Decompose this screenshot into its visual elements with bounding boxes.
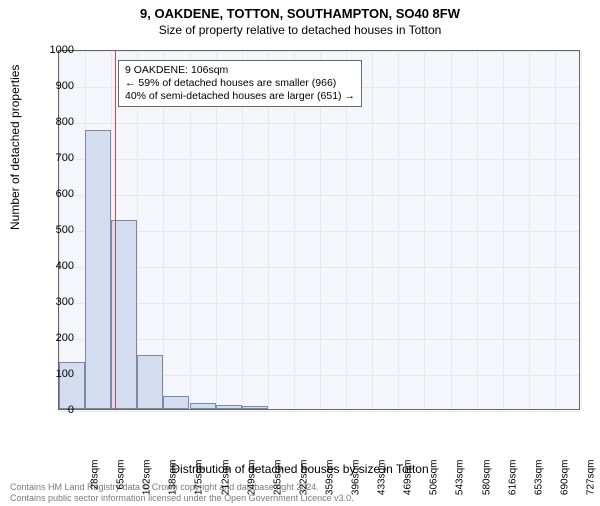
histogram-bar	[137, 355, 163, 409]
y-tick-label: 500	[34, 224, 74, 236]
x-tick-label: 543sqm	[455, 460, 466, 500]
x-tick-label: 285sqm	[272, 460, 283, 500]
chart-container: 9, OAKDENE, TOTTON, SOUTHAMPTON, SO40 8F…	[0, 6, 600, 506]
y-tick-label: 100	[34, 368, 74, 380]
x-tick-label: 653sqm	[533, 460, 544, 500]
chart-subtitle: Size of property relative to detached ho…	[0, 23, 600, 37]
reference-line	[115, 51, 116, 409]
y-tick-label: 700	[34, 152, 74, 164]
x-tick-label: 396sqm	[351, 460, 362, 500]
annotation-line-3: 40% of semi-detached houses are larger (…	[125, 90, 355, 103]
gridline-v	[529, 51, 530, 409]
x-tick-label: 322sqm	[298, 460, 309, 500]
x-tick-label: 433sqm	[377, 460, 388, 500]
x-tick-label: 580sqm	[481, 460, 492, 500]
x-tick-label: 102sqm	[142, 460, 153, 500]
y-tick-label: 0	[34, 404, 74, 416]
gridline-v	[555, 51, 556, 409]
y-tick-label: 200	[34, 332, 74, 344]
annotation-box: 9 OAKDENE: 106sqm ← 59% of detached hous…	[118, 60, 362, 107]
gridline-v	[477, 51, 478, 409]
y-tick-label: 800	[34, 116, 74, 128]
gridline-v	[372, 51, 373, 409]
x-tick-label: 690sqm	[559, 460, 570, 500]
y-axis-label: Number of detached properties	[8, 65, 22, 230]
annotation-line-1: 9 OAKDENE: 106sqm	[125, 64, 355, 77]
gridline-v	[581, 51, 582, 409]
x-tick-label: 65sqm	[116, 460, 127, 500]
histogram-bar	[216, 405, 242, 409]
y-tick-label: 900	[34, 80, 74, 92]
x-tick-label: 138sqm	[168, 460, 179, 500]
gridline-v	[503, 51, 504, 409]
x-tick-label: 506sqm	[429, 460, 440, 500]
y-tick-label: 600	[34, 188, 74, 200]
x-tick-label: 469sqm	[403, 460, 414, 500]
x-tick-label: 249sqm	[246, 460, 257, 500]
histogram-bar	[163, 396, 189, 409]
annotation-line-2: ← 59% of detached houses are smaller (96…	[125, 77, 355, 90]
gridline-v	[451, 51, 452, 409]
x-tick-label: 28sqm	[90, 460, 101, 500]
y-tick-label: 400	[34, 260, 74, 272]
gridline-h	[59, 411, 579, 412]
x-tick-label: 175sqm	[194, 460, 205, 500]
gridline-v	[424, 51, 425, 409]
x-tick-label: 212sqm	[220, 460, 231, 500]
chart-title: 9, OAKDENE, TOTTON, SOUTHAMPTON, SO40 8F…	[0, 6, 600, 21]
y-tick-label: 1000	[34, 44, 74, 56]
histogram-bar	[242, 406, 268, 409]
histogram-bar	[85, 130, 111, 409]
y-tick-label: 300	[34, 296, 74, 308]
x-tick-label: 727sqm	[585, 460, 596, 500]
x-tick-label: 616sqm	[507, 460, 518, 500]
gridline-v	[398, 51, 399, 409]
x-tick-label: 359sqm	[324, 460, 335, 500]
chart-area: 9 OAKDENE: 106sqm ← 59% of detached hous…	[58, 50, 580, 410]
histogram-bar	[190, 403, 216, 409]
